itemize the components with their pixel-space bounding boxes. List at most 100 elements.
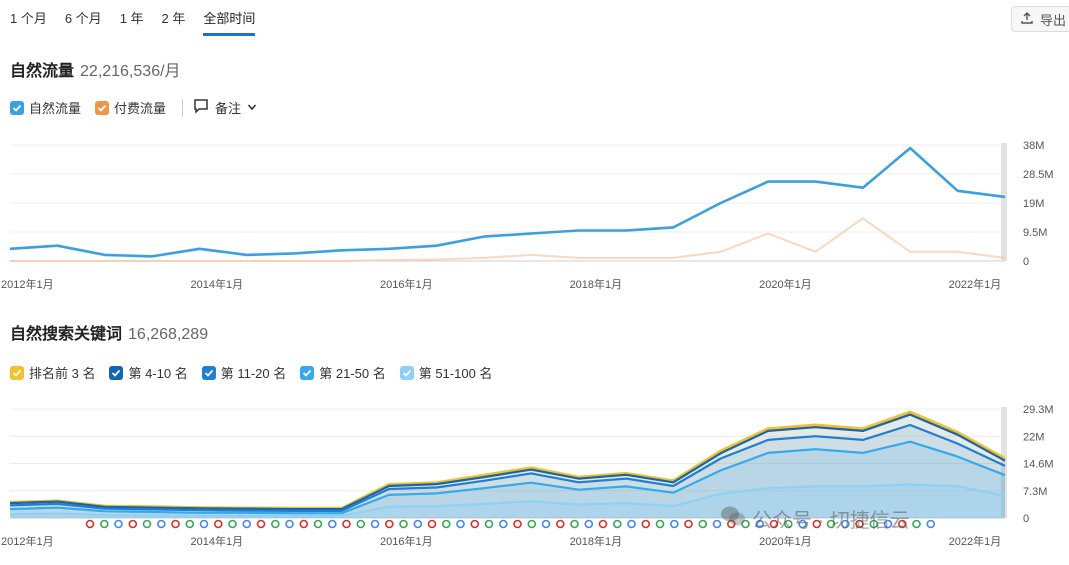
organic-traffic-title: 自然流量 22,216,536/月 xyxy=(10,57,181,81)
y-tick-label: 0 xyxy=(1023,513,1029,525)
update-marker xyxy=(570,519,579,529)
update-marker xyxy=(741,519,750,529)
update-marker xyxy=(798,519,807,529)
update-marker xyxy=(384,519,394,529)
x-tick-label: 2018年1月 xyxy=(570,534,623,548)
series-area-3 xyxy=(10,441,1005,518)
legend-4-10[interactable]: 第 4-10 名 xyxy=(109,363,188,382)
update-marker xyxy=(584,519,594,529)
legend-paid[interactable]: 付费流量 xyxy=(95,98,166,117)
update-marker xyxy=(826,519,836,529)
keywords-label: 自然搜索关键词 xyxy=(10,326,123,343)
export-button[interactable]: 导出 xyxy=(1011,6,1069,32)
tab-all-time[interactable]: 全部时间 xyxy=(203,8,256,36)
update-marker xyxy=(498,519,508,529)
tab-1-month[interactable]: 1 个月 xyxy=(10,11,47,26)
update-marker xyxy=(441,519,451,529)
keywords-legend: 排名前 3 名 第 4-10 名 第 11-20 名 第 21-50 名 第 5… xyxy=(10,363,506,382)
update-marker xyxy=(456,519,465,529)
legend-organic-label: 自然流量 xyxy=(29,101,82,116)
update-marker xyxy=(855,519,864,529)
update-marker xyxy=(655,519,665,529)
organic-traffic-value: 22,216,536/月 xyxy=(80,63,181,80)
legend-top3[interactable]: 排名前 3 名 xyxy=(10,363,95,382)
update-marker xyxy=(541,519,551,529)
checkbox-icon xyxy=(201,365,216,380)
update-marker xyxy=(242,519,252,529)
checkbox-icon xyxy=(10,365,24,380)
update-marker xyxy=(912,519,921,529)
notes-dropdown[interactable]: 备注 xyxy=(193,98,257,117)
update-marker xyxy=(897,519,907,529)
tab-1-year[interactable]: 1 年 xyxy=(119,11,144,26)
update-marker xyxy=(413,519,423,529)
y-tick-label: 14.6M xyxy=(1023,459,1054,471)
series-line-4 xyxy=(9,483,1006,517)
update-marker xyxy=(627,519,636,529)
update-marker xyxy=(883,519,893,529)
checkbox-icon xyxy=(109,365,124,380)
update-marker xyxy=(612,519,622,529)
update-marker xyxy=(142,519,152,529)
legend-51-100[interactable]: 第 51-100 名 xyxy=(399,363,492,382)
update-marker xyxy=(171,519,180,529)
update-marker xyxy=(926,519,936,529)
x-tick-label: 2020年1月 xyxy=(759,534,812,548)
update-marker xyxy=(256,519,266,529)
update-marker xyxy=(555,519,565,529)
x-tick-label: 2014年1月 xyxy=(191,277,244,291)
chart-scroll-band xyxy=(1001,407,1007,518)
update-marker xyxy=(641,519,651,529)
x-tick-label: 2022年1月 xyxy=(949,277,1002,291)
checkbox-icon xyxy=(10,100,24,115)
series-line-organic xyxy=(9,146,1006,258)
watermark-text: 公众号 · 切捷信云 xyxy=(752,510,910,532)
y-tick-label: 7.3M xyxy=(1023,486,1047,498)
tab-6-months[interactable]: 6 个月 xyxy=(64,11,102,26)
organic-traffic-label: 自然流量 xyxy=(10,63,75,80)
series-line-2 xyxy=(9,423,1006,512)
update-marker xyxy=(527,519,537,529)
y-tick-label: 38M xyxy=(1023,140,1044,152)
update-marker xyxy=(769,519,779,529)
checkbox-icon xyxy=(399,365,414,380)
legend-11-20[interactable]: 第 11-20 名 xyxy=(201,363,287,382)
update-marker xyxy=(869,519,879,529)
tab-2-years[interactable]: 2 年 xyxy=(161,11,186,26)
update-marker xyxy=(157,519,166,529)
legend-top3-label: 排名前 3 名 xyxy=(29,366,96,381)
update-marker xyxy=(327,519,337,529)
update-marker xyxy=(427,519,437,529)
y-tick-label: 19M xyxy=(1023,198,1044,210)
chart-scroll-band xyxy=(1001,143,1007,261)
series-line-3 xyxy=(9,440,1006,515)
watermark: 公众号 · 切捷信云 xyxy=(720,504,910,533)
series-area-2 xyxy=(10,425,1005,518)
update-marker xyxy=(470,519,480,529)
export-label: 导出 xyxy=(1040,12,1067,28)
x-tick-label: 2016年1月 xyxy=(380,534,433,548)
legend-21-50[interactable]: 第 21-50 名 xyxy=(300,363,386,382)
x-tick-label: 2020年1月 xyxy=(759,277,812,291)
update-marker xyxy=(214,519,223,529)
update-marker xyxy=(228,519,237,529)
legend-21-50-label: 第 21-50 名 xyxy=(319,366,386,381)
update-marker xyxy=(100,519,109,529)
update-marker xyxy=(313,519,323,529)
y-tick-label: 29.3M xyxy=(1023,404,1054,416)
update-marker xyxy=(299,519,309,529)
legend-organic[interactable]: 自然流量 xyxy=(10,98,81,117)
y-tick-label: 28.5M xyxy=(1023,169,1054,181)
update-marker xyxy=(185,519,195,529)
export-icon xyxy=(1020,11,1034,28)
legend-11-20-label: 第 11-20 名 xyxy=(220,366,287,381)
update-marker xyxy=(370,519,380,529)
update-marker xyxy=(698,519,708,529)
y-tick-label: 0 xyxy=(1023,256,1029,268)
update-marker xyxy=(669,519,679,529)
series-line-1 xyxy=(9,413,1006,511)
time-range-tabs: 1 个月 6 个月 1 年 2 年 全部时间 xyxy=(10,8,273,36)
update-marker xyxy=(85,519,95,529)
update-marker xyxy=(712,519,722,529)
x-tick-label: 2014年1月 xyxy=(191,534,244,548)
